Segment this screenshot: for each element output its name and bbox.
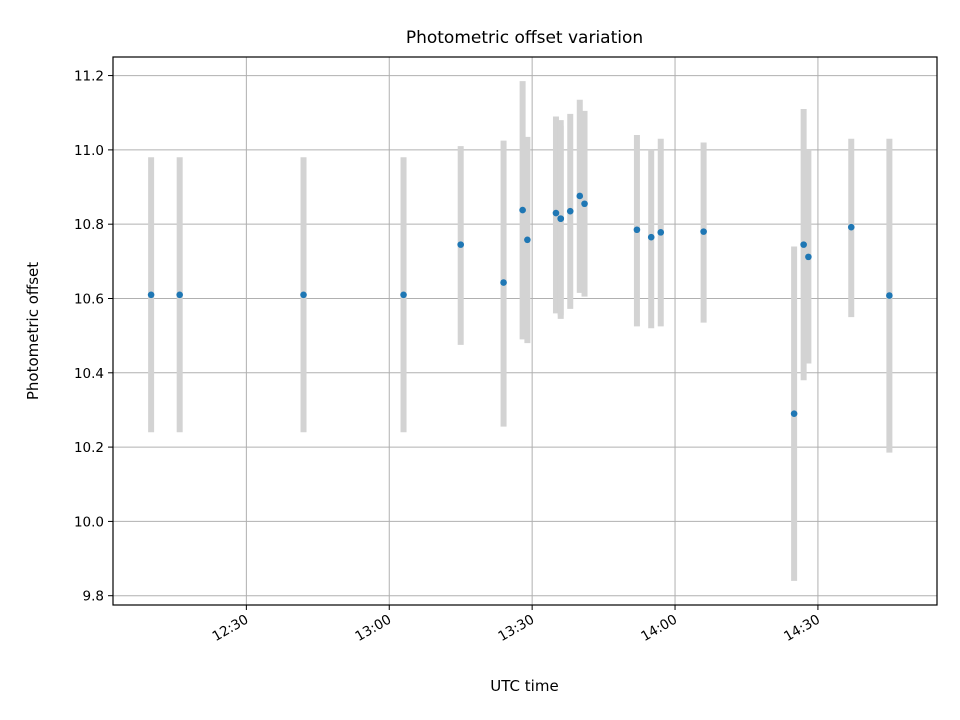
- plot-area-frame: [112, 56, 938, 606]
- data-point: [886, 292, 893, 299]
- data-point: [176, 291, 183, 299]
- data-point: [300, 291, 307, 299]
- data-point: [633, 226, 641, 234]
- data-point: [524, 236, 531, 244]
- data-point: [557, 215, 565, 222]
- data-point: [457, 241, 464, 248]
- data-point: [519, 206, 526, 214]
- data-point: [400, 291, 407, 299]
- y-tick-label: 10.0: [74, 514, 104, 530]
- data-point: [800, 241, 807, 248]
- data-point: [147, 291, 155, 299]
- data-point: [576, 192, 584, 200]
- y-tick-label: 10.4: [74, 366, 104, 382]
- y-tick-label: 10.6: [74, 291, 104, 307]
- y-tick-label: 11.2: [74, 69, 104, 85]
- data-point: [647, 233, 655, 241]
- data-points: [147, 192, 893, 417]
- y-tick-label: 10.2: [74, 440, 104, 456]
- y-axis-label: Photometric offset: [24, 262, 42, 400]
- x-axis-label: UTC time: [490, 677, 558, 695]
- data-point: [552, 209, 560, 217]
- data-point: [790, 410, 798, 417]
- y-tick-label: 9.8: [83, 589, 104, 605]
- data-point: [581, 200, 588, 208]
- data-point: [566, 207, 574, 215]
- data-point: [700, 228, 707, 235]
- data-point: [847, 223, 855, 231]
- y-tick-label: 10.8: [74, 217, 104, 233]
- chart-title: Photometric offset variation: [406, 28, 643, 48]
- data-point: [500, 279, 507, 286]
- data-point: [657, 229, 665, 236]
- y-tick-label: 11.0: [74, 143, 104, 159]
- data-point: [805, 253, 812, 261]
